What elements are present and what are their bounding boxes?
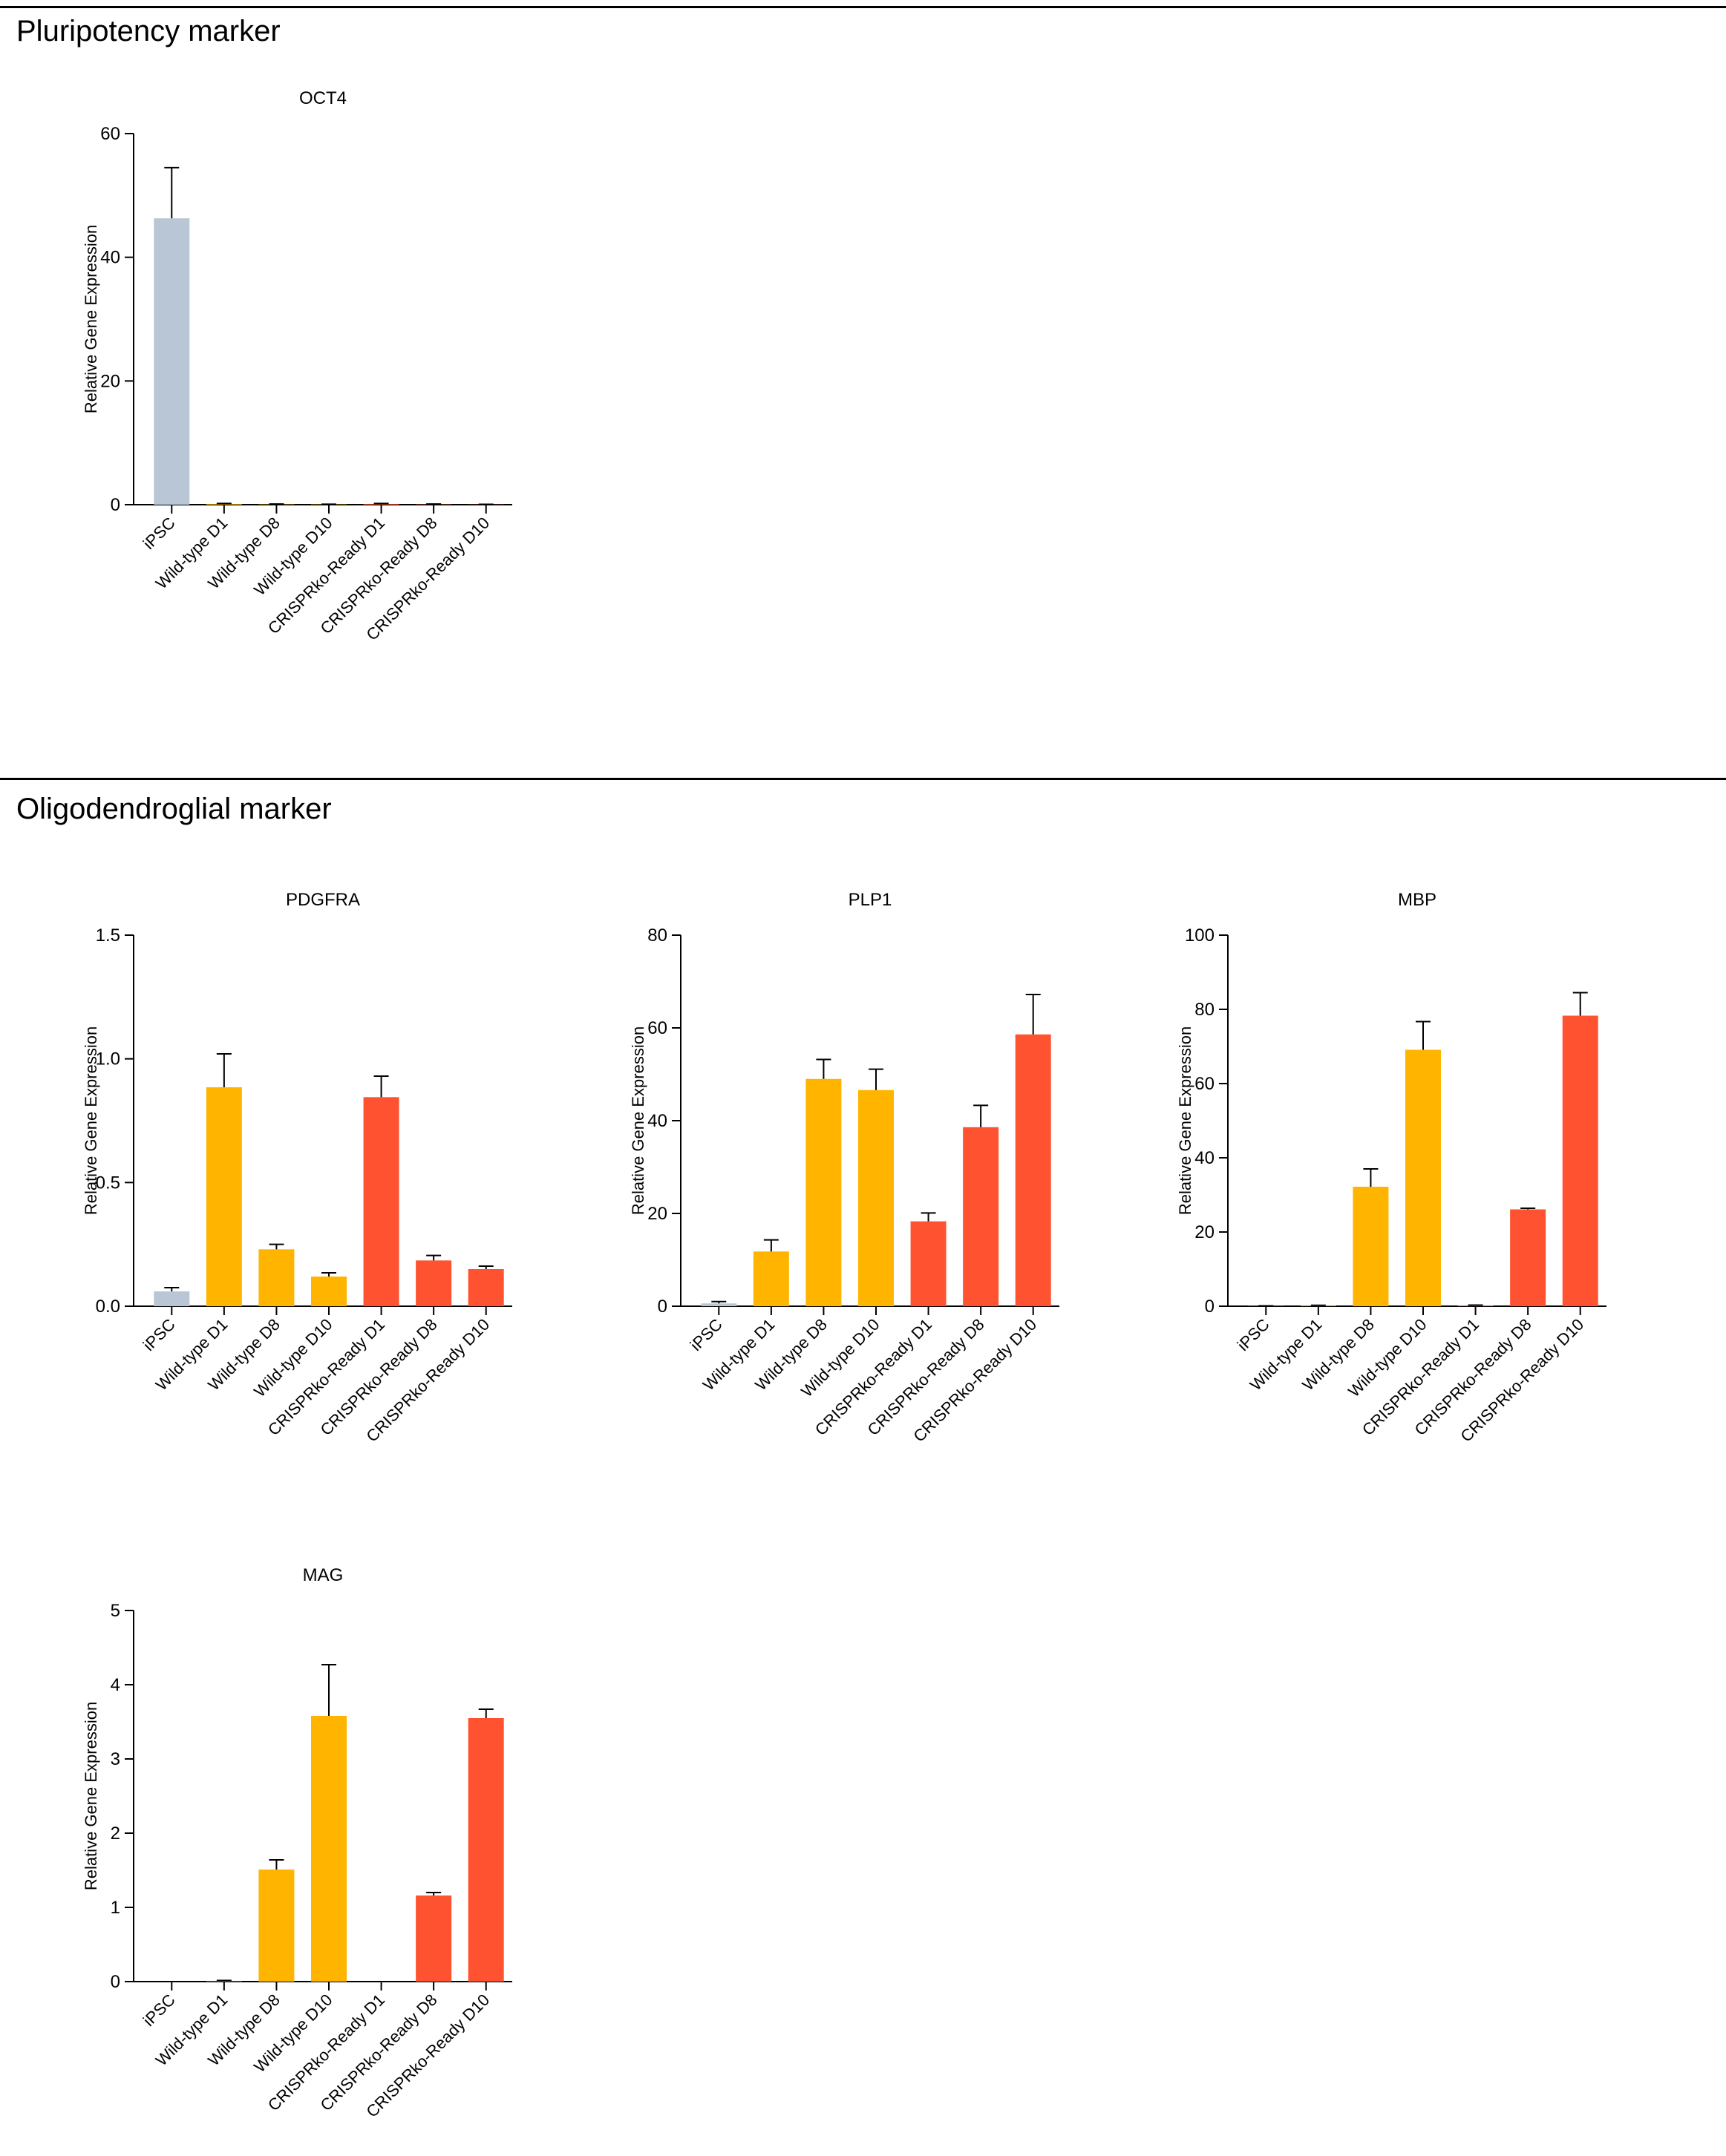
chart-pdgfra: PDGFRA Relative Gene Expression 0.0 0.5 1.0 1…	[82, 890, 512, 1446]
mag-ytick-label: 4	[111, 1675, 120, 1695]
mbp-bar-wild-type-d10	[1405, 1049, 1441, 1306]
section-divider-middle	[0, 778, 1726, 780]
mag-xtick-label: iPSC	[140, 1990, 179, 2030]
mbp-xtick-label: iPSC	[1234, 1315, 1273, 1354]
pdgfra-ytick-label: 1.5	[96, 925, 120, 946]
mbp-ytick-label: 0	[1205, 1297, 1215, 1317]
pdgfra-xtick-label: iPSC	[140, 1315, 179, 1354]
oct4-ytick-label: 40	[100, 248, 120, 268]
oct4-title: OCT4	[299, 88, 347, 108]
oct4-bar-ipsc	[154, 218, 190, 505]
oct4-ytick-label: 20	[100, 371, 120, 391]
oct4-bar-wild-type-d1	[206, 504, 242, 505]
mag-ytick-label: 3	[111, 1749, 120, 1769]
plp1-ytick-label: 60	[647, 1018, 667, 1038]
mag-ylabel: Relative Gene Expression	[82, 1702, 100, 1890]
plp1-bar-crisprko-ready-d8	[963, 1127, 999, 1306]
plp1-ytick-label: 20	[647, 1204, 667, 1224]
mbp-ytick-label: 60	[1194, 1074, 1215, 1094]
pdgfra-ytick-label: 0.0	[96, 1297, 120, 1317]
oct4-bar-crisprko-ready-d1	[363, 504, 399, 505]
plp1-bar-crisprko-ready-d10	[1015, 1034, 1051, 1306]
mbp-ytick-label: 80	[1194, 1000, 1215, 1020]
pdgfra-bar-wild-type-d8	[258, 1249, 295, 1306]
plp1-ylabel: Relative Gene Expression	[629, 1026, 647, 1215]
oct4-ylabel: Relative Gene Expression	[82, 225, 100, 413]
pdgfra-bar-ipsc	[154, 1291, 190, 1306]
plp1-xtick-label: iPSC	[687, 1315, 726, 1354]
plp1-bar-wild-type-d10	[858, 1090, 894, 1306]
mbp-title: MBP	[1398, 890, 1436, 910]
pdgfra-ytick-label: 0.5	[96, 1173, 120, 1193]
oct4-xtick-label: iPSC	[140, 514, 179, 553]
pdgfra-ytick-label: 1.0	[96, 1049, 120, 1069]
mbp-ylabel: Relative Gene Expression	[1176, 1026, 1194, 1215]
plp1-title: PLP1	[849, 890, 892, 910]
oct4-ytick-label: 60	[100, 124, 120, 144]
mag-title: MAG	[303, 1565, 344, 1585]
mag-ytick-label: 0	[111, 1972, 120, 1992]
pdgfra-bar-wild-type-d10	[311, 1277, 347, 1306]
pdgfra-ylabel: Relative Gene Expression	[82, 1026, 100, 1215]
plp1-bar-wild-type-d1	[753, 1251, 789, 1306]
chart-mbp: MBP Relative Gene Expression 0 20 40 60 80 100 i…	[1176, 890, 1606, 1446]
plp1-ytick-label: 40	[647, 1111, 667, 1131]
mbp-bar-crisprko-ready-d10	[1562, 1015, 1598, 1306]
mag-bar-crisprko-ready-d10	[468, 1718, 504, 1982]
plp1-bar-crisprko-ready-d1	[910, 1221, 947, 1306]
plp1-ytick-label: 80	[647, 925, 667, 946]
pdgfra-bar-crisprko-ready-d1	[363, 1097, 399, 1306]
mag-ytick-label: 1	[111, 1898, 120, 1918]
mag-bar-wild-type-d10	[311, 1716, 347, 1982]
mag-ytick-label: 2	[111, 1824, 120, 1844]
mag-bar-wild-type-d8	[258, 1870, 295, 1982]
oct4-ytick-label: 0	[111, 495, 120, 515]
mbp-ytick-label: 100	[1185, 925, 1215, 946]
pdgfra-bar-crisprko-ready-d10	[468, 1269, 504, 1306]
mag-bar-crisprko-ready-d8	[416, 1895, 452, 1982]
chart-plp1: PLP1 Relative Gene Expression 0 20 40 60 80 iPS…	[629, 890, 1059, 1446]
mag-ytick-label: 5	[111, 1601, 120, 1621]
section-divider-top	[0, 6, 1726, 8]
section-title-oligodendroglial: Oligodendroglial marker	[16, 793, 332, 825]
pdgfra-bar-crisprko-ready-d8	[416, 1260, 452, 1306]
pdgfra-title: PDGFRA	[286, 890, 360, 910]
section-title-pluripotency: Pluripotency marker	[16, 15, 281, 47]
plp1-bar-wild-type-d8	[805, 1078, 842, 1306]
pdgfra-bar-wild-type-d1	[206, 1087, 242, 1306]
mbp-bar-crisprko-ready-d8	[1510, 1209, 1546, 1306]
mbp-bar-wild-type-d8	[1353, 1187, 1389, 1306]
mbp-ytick-label: 20	[1194, 1222, 1215, 1242]
plp1-ytick-label: 0	[658, 1297, 667, 1317]
mbp-ytick-label: 40	[1194, 1148, 1215, 1168]
plp1-bar-ipsc	[701, 1303, 737, 1306]
